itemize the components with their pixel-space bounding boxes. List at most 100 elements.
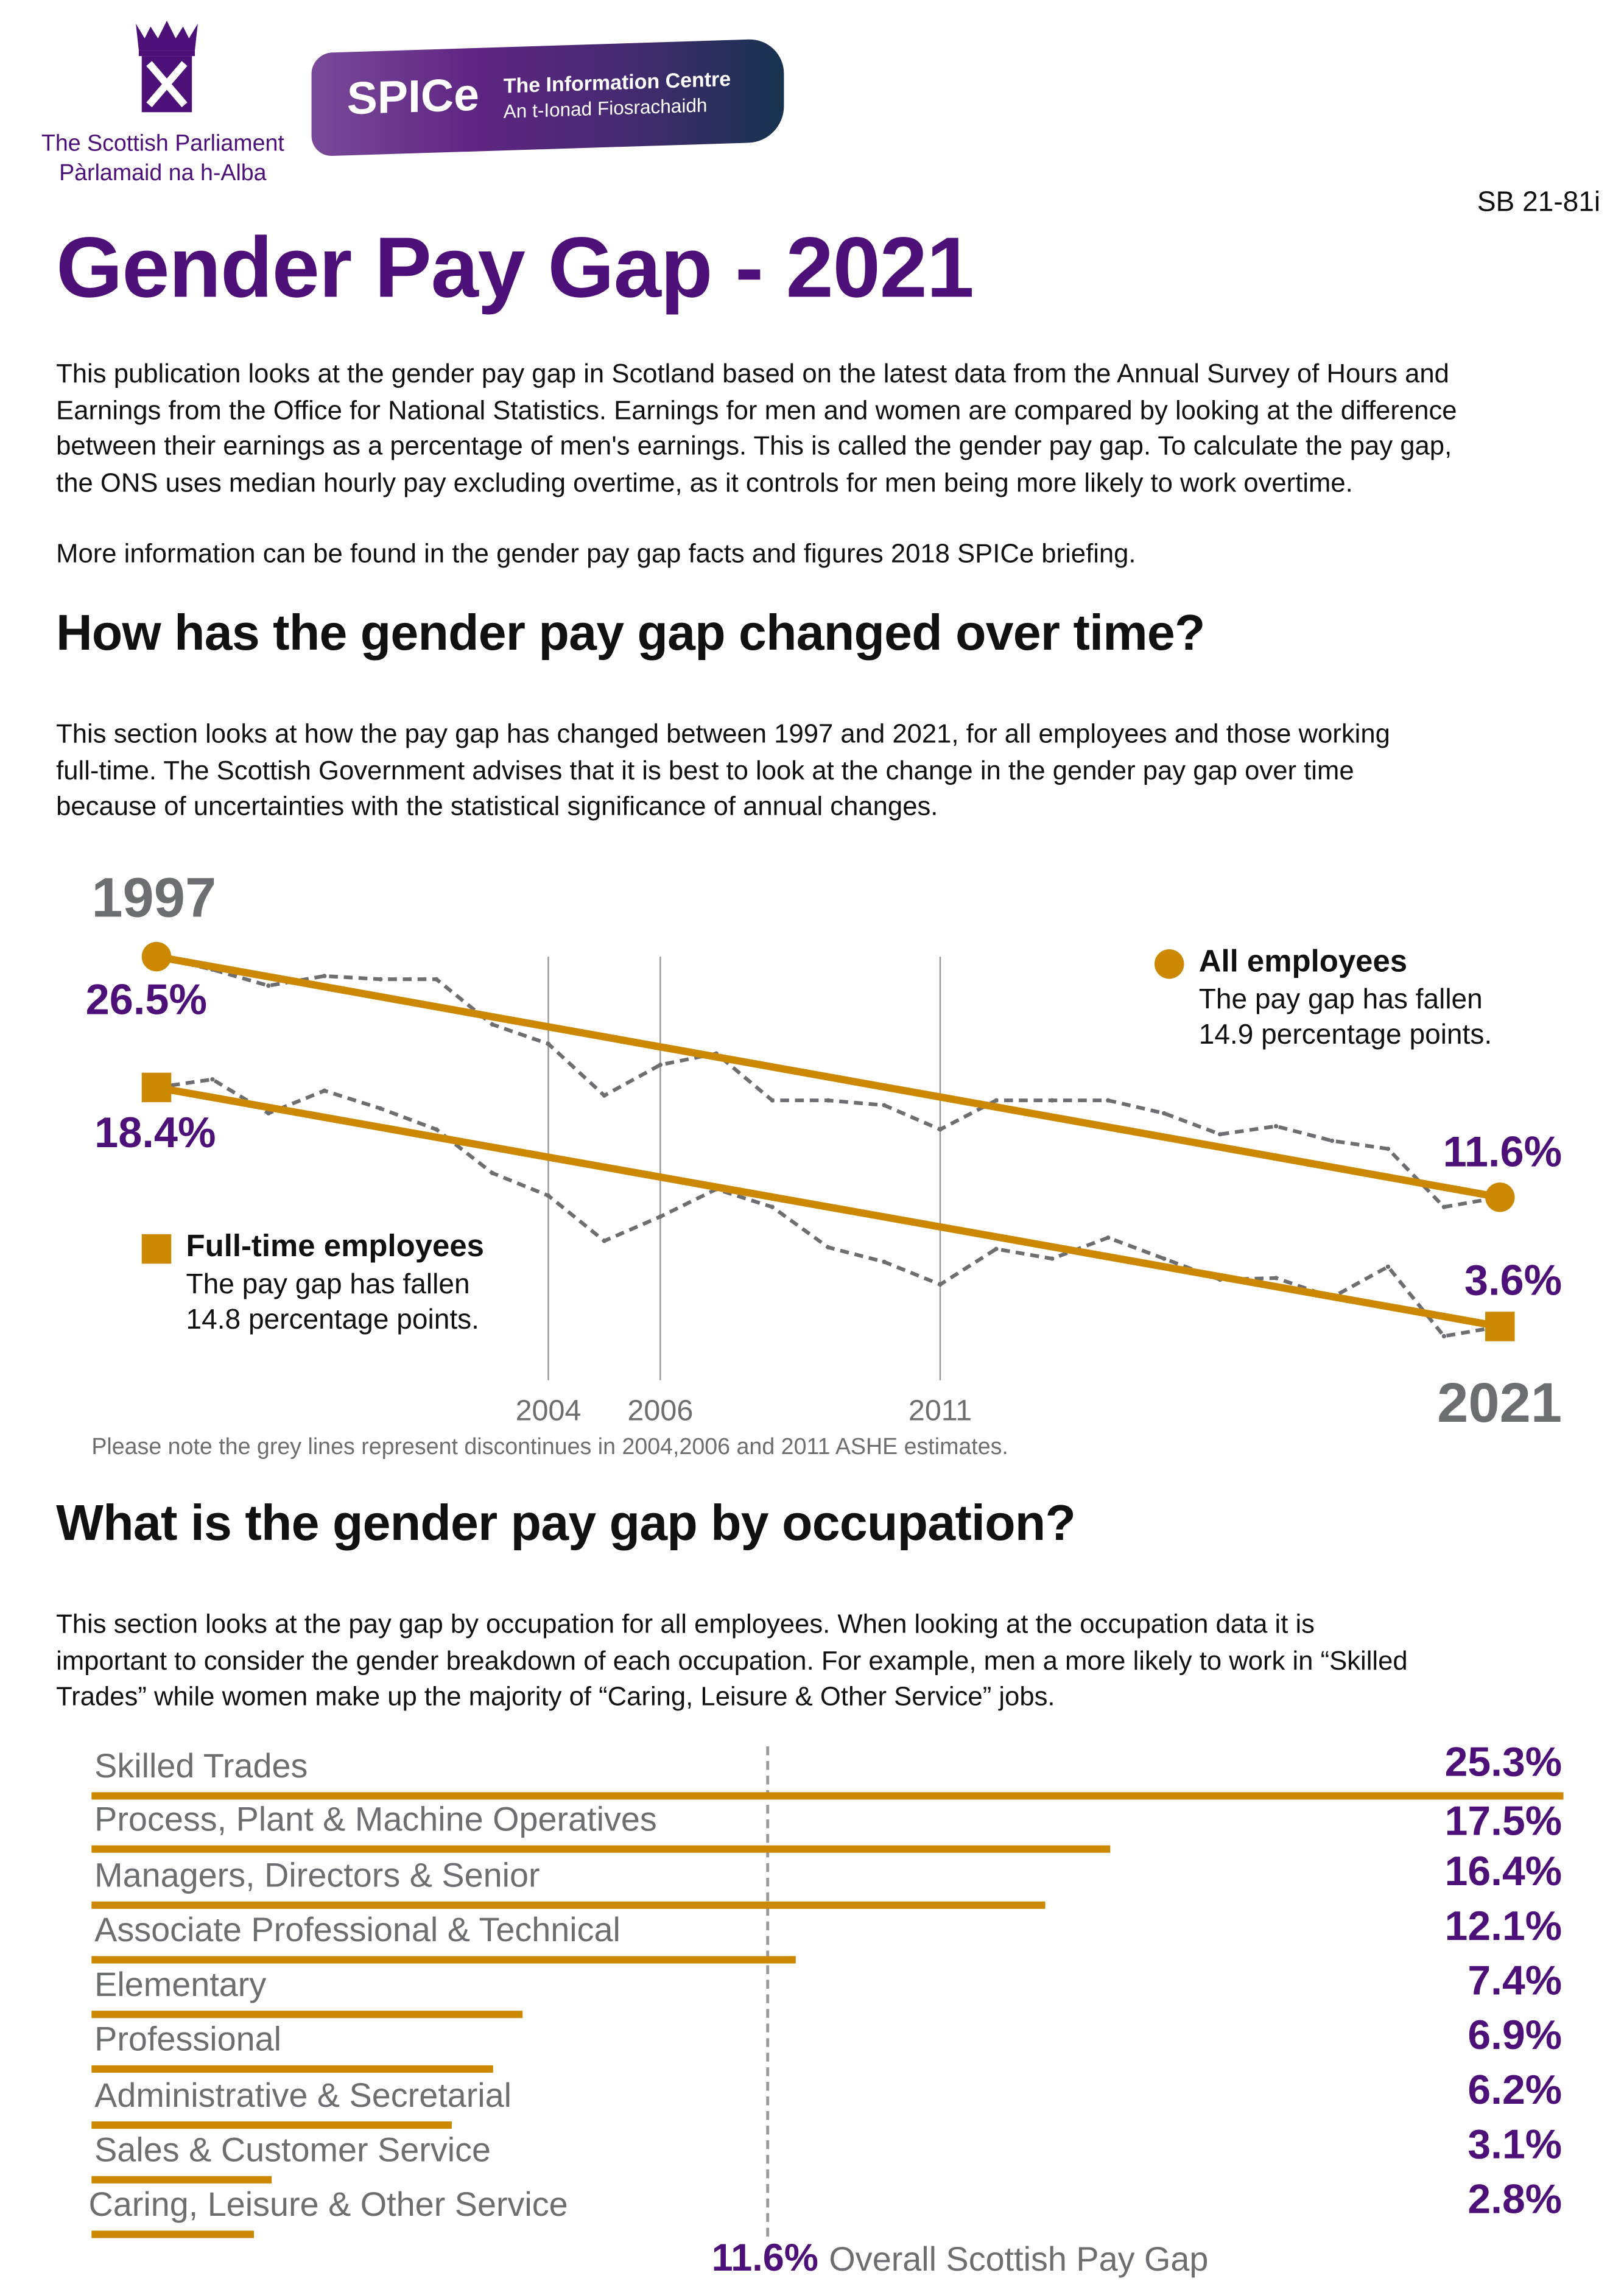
all-employees-end-value: 11.6% <box>1443 1129 1562 1177</box>
occupation-bar <box>91 1901 1046 1909</box>
intro-line: the ONS uses median hourly pay excluding… <box>56 467 1353 497</box>
overall-pay-gap-label: 11.6% Overall Scottish Pay Gap <box>712 2235 1209 2281</box>
spice-logo-line2: An t-Ionad Fiosrachaidh <box>503 94 708 123</box>
occupation-bar <box>91 1956 796 1964</box>
occupation-value-label: 2.8% <box>1468 2176 1562 2222</box>
occupation-bar <box>91 1792 1564 1800</box>
data-point <box>1385 1147 1391 1151</box>
spice-logo: SPICe The Information Centre An t-Ionad … <box>311 38 784 157</box>
occupation-label: Process, Plant & Machine Operatives <box>94 1799 657 1838</box>
all-employees-start-value: 26.5% <box>85 977 207 1025</box>
data-point <box>1050 1256 1055 1261</box>
full-time-start-value: 18.4% <box>94 1110 216 1158</box>
data-point <box>882 1103 887 1108</box>
data-point <box>1162 1111 1167 1116</box>
overall-pay-gap-reference-line <box>766 1746 770 2237</box>
data-point <box>1385 1264 1391 1269</box>
data-point <box>546 1041 551 1046</box>
intro-line: This publication looks at the gender pay… <box>56 359 1449 388</box>
section2-line: This section looks at the pay gap by occ… <box>56 1609 1315 1639</box>
data-point <box>1273 1123 1279 1129</box>
full-time-end-value: 3.6% <box>1464 1257 1562 1305</box>
occupation-label: Associate Professional & Technical <box>94 1910 620 1949</box>
intro-line: between their earnings as a percentage o… <box>56 430 1452 461</box>
overall-pay-gap-value: 11.6% <box>711 2235 818 2280</box>
occupation-value-label: 3.1% <box>1468 2121 1562 2168</box>
more-info-text: More information can be found in the gen… <box>56 538 1136 569</box>
legend-all-employees-desc: 14.9 percentage points. <box>1198 1020 1492 1052</box>
section2-paragraph: This section looks at the pay gap by occ… <box>56 1606 1408 1715</box>
data-point <box>770 1204 775 1209</box>
data-point <box>434 1127 439 1132</box>
overall-pay-gap-text: Overall Scottish Pay Gap <box>829 2239 1209 2279</box>
section2-line: Trades” while women make up the majority… <box>56 1681 1055 1711</box>
intro-line: Earnings from the Office for National St… <box>56 395 1457 425</box>
pay-gap-over-time-chart: 2004 2006 2011 <box>141 941 1515 1427</box>
occupation-label: Elementary <box>94 1965 267 2004</box>
data-point <box>1441 1334 1446 1339</box>
occupation-label: Sales & Customer Service <box>94 2130 491 2169</box>
data-point <box>1106 1098 1111 1103</box>
occupation-value-label: 6.2% <box>1468 2067 1562 2113</box>
square-marker <box>141 1072 172 1103</box>
legend-full-time-desc: The pay gap has fallen <box>186 1270 470 1301</box>
page-title: Gender Pay Gap - 2021 <box>56 220 974 316</box>
data-point <box>322 1088 327 1093</box>
data-point <box>210 1077 215 1082</box>
section-heading-occupation: What is the gender pay gap by occupation… <box>56 1495 1076 1552</box>
square-marker-icon <box>141 1234 172 1264</box>
data-point <box>490 1170 495 1176</box>
occupation-value-label: 12.1% <box>1444 1903 1562 1949</box>
legend-full-time-desc: 14.8 percentage points. <box>186 1305 479 1337</box>
data-point <box>1218 1132 1223 1137</box>
occupation-label: Skilled Trades <box>94 1746 308 1785</box>
data-point <box>1162 1256 1167 1261</box>
data-point <box>1106 1235 1111 1240</box>
parliament-name-en: The Scottish Parliament <box>41 131 284 156</box>
data-point <box>602 1239 607 1243</box>
occupation-label: Professional <box>94 2019 282 2058</box>
circle-marker-icon <box>1154 949 1184 979</box>
end-year-label: 2021 <box>1437 1372 1562 1435</box>
occupation-bar <box>91 2121 452 2129</box>
document-reference: SB 21-81i <box>1477 187 1601 219</box>
intro-paragraph: This publication looks at the gender pay… <box>56 356 1457 501</box>
data-point <box>658 1214 663 1219</box>
occupation-label: Caring, Leisure & Other Service <box>88 2185 568 2224</box>
occupation-bar <box>91 2230 255 2238</box>
occupation-label: Managers, Directors & Senior <box>94 1855 540 1894</box>
data-point <box>322 974 327 979</box>
circle-marker <box>141 941 172 972</box>
occupation-value-label: 17.5% <box>1444 1798 1562 1844</box>
parliament-logo-text: The Scottish Parliament Pàrlamaid na h-A… <box>41 130 284 189</box>
scottish-parliament-crest-icon <box>136 20 198 113</box>
parliament-name-gd: Pàrlamaid na h-Alba <box>59 161 267 186</box>
data-point <box>378 1106 383 1111</box>
data-point <box>1441 1204 1446 1209</box>
legend-all-employees-name: All employees <box>1198 944 1408 979</box>
occupation-value-label: 7.4% <box>1468 1957 1562 2004</box>
data-point <box>378 977 383 982</box>
discontinuity-label-2011: 2011 <box>909 1394 972 1427</box>
chart-note: Please note the grey lines represent dis… <box>91 1435 1008 1460</box>
section2-line: important to consider the gender breakdo… <box>56 1645 1408 1675</box>
occupation-bar <box>91 2011 522 2019</box>
occupation-label: Administrative & Secretarial <box>94 2075 512 2114</box>
data-point <box>994 1246 999 1251</box>
data-point <box>826 1098 831 1103</box>
data-point <box>938 1127 943 1132</box>
trend-line-1 <box>155 1083 1501 1330</box>
data-point <box>658 1063 663 1067</box>
circle-marker <box>1485 1182 1515 1212</box>
occupation-value-label: 25.3% <box>1444 1739 1562 1785</box>
data-point <box>1329 1138 1335 1144</box>
section1-line: This section looks at how the pay gap ha… <box>56 719 1390 749</box>
data-point <box>1050 1098 1055 1103</box>
discontinuity-label-2004: 2004 <box>516 1394 582 1427</box>
data-point <box>826 1245 831 1250</box>
occupation-bar <box>91 2176 272 2184</box>
data-point <box>266 983 271 988</box>
occupation-value-label: 6.9% <box>1468 2012 1562 2058</box>
data-point <box>266 1111 271 1116</box>
